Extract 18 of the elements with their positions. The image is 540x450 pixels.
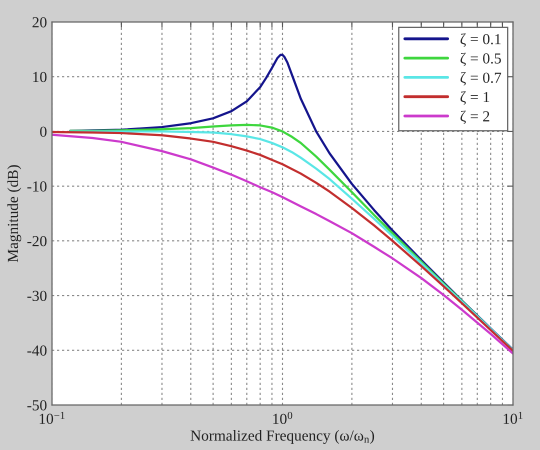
y-axis-title: Magnitude (dB) xyxy=(7,165,22,262)
legend-label: ζ = 1 xyxy=(460,91,490,105)
y-tick-label: 10 xyxy=(33,72,47,82)
y-tick-label: -10 xyxy=(27,181,47,192)
x-tick-label: 10$^{0}$ xyxy=(273,412,292,424)
y-tick-label: 0 xyxy=(40,126,47,137)
y-tick-label: -50 xyxy=(27,400,47,410)
legend-label: ζ = 0.1 xyxy=(460,33,501,47)
x-axis-title: Normalized Frequency (ω/ω$_{n}$) xyxy=(190,430,374,444)
y-tick-label: -30 xyxy=(27,290,47,302)
x-tick-label: 10$^{−1}$ xyxy=(40,412,65,424)
legend-label: ζ = 0.7 xyxy=(460,72,502,86)
legend-label: ζ = 2 xyxy=(460,110,490,124)
x-tick-label: 10$^{1}$ xyxy=(504,412,522,424)
y-tick-label: 20 xyxy=(32,17,47,28)
y-tick-label: -20 xyxy=(27,236,47,246)
legend-label: ζ = 0.5 xyxy=(460,52,501,66)
y-tick-label: -40 xyxy=(27,345,47,356)
